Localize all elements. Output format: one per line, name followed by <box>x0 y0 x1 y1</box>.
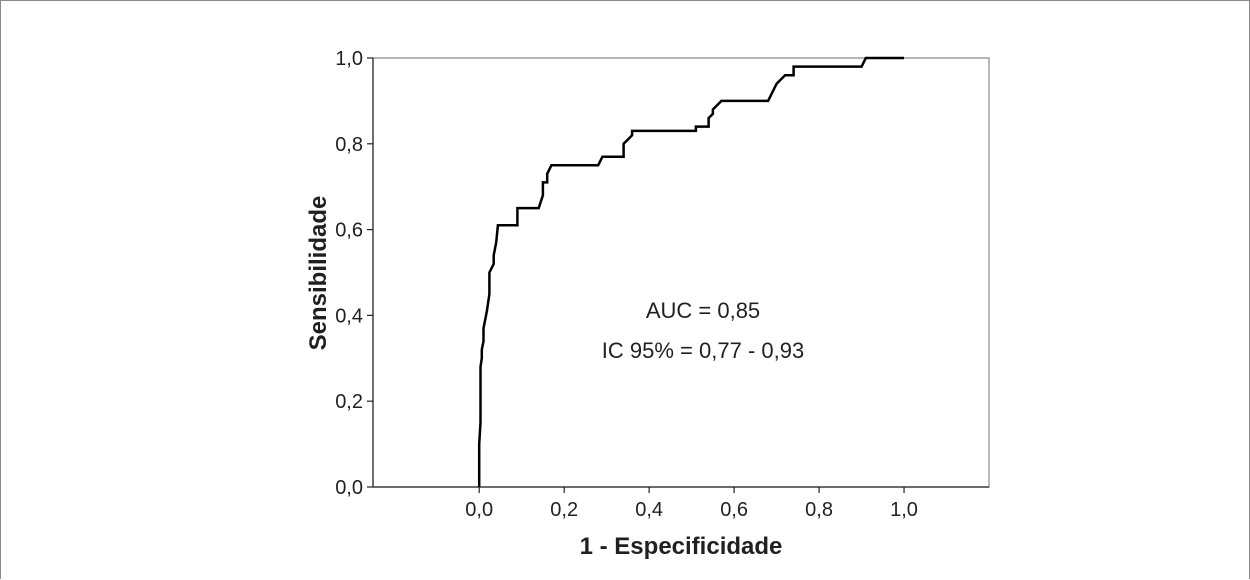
y-tick-label: 0,8 <box>335 134 363 156</box>
tick-group: 0,0 0,2 0,4 0,6 0,8 1,0 0,0 0,2 0,4 0,6 0,8 1,0 <box>335 48 918 521</box>
x-tick-label: 0,8 <box>805 499 833 521</box>
x-tick-label: 0,0 <box>465 499 493 521</box>
roc-curve-line <box>477 56 904 487</box>
y-axis-title: Sensibilidade <box>305 196 332 351</box>
annotation-ci: IC 95% = 0,77 - 0,93 <box>602 338 804 363</box>
x-tick-label: 1,0 <box>890 499 918 521</box>
annotation-auc: AUC = 0,85 <box>646 298 760 323</box>
y-tick-label: 0,6 <box>335 220 363 242</box>
y-tick-label: 0,2 <box>335 391 363 413</box>
x-tick-label: 0,4 <box>635 499 663 521</box>
x-tick-label: 0,2 <box>550 499 578 521</box>
y-tick-label: 0,0 <box>335 477 363 499</box>
plot-area-frame <box>372 57 990 488</box>
x-tick-label: 0,6 <box>720 499 748 521</box>
y-tick-label: 0,4 <box>335 305 363 327</box>
x-axis-title: 1 - Especificidade <box>580 533 783 560</box>
y-tick-label: 1,0 <box>335 48 363 70</box>
